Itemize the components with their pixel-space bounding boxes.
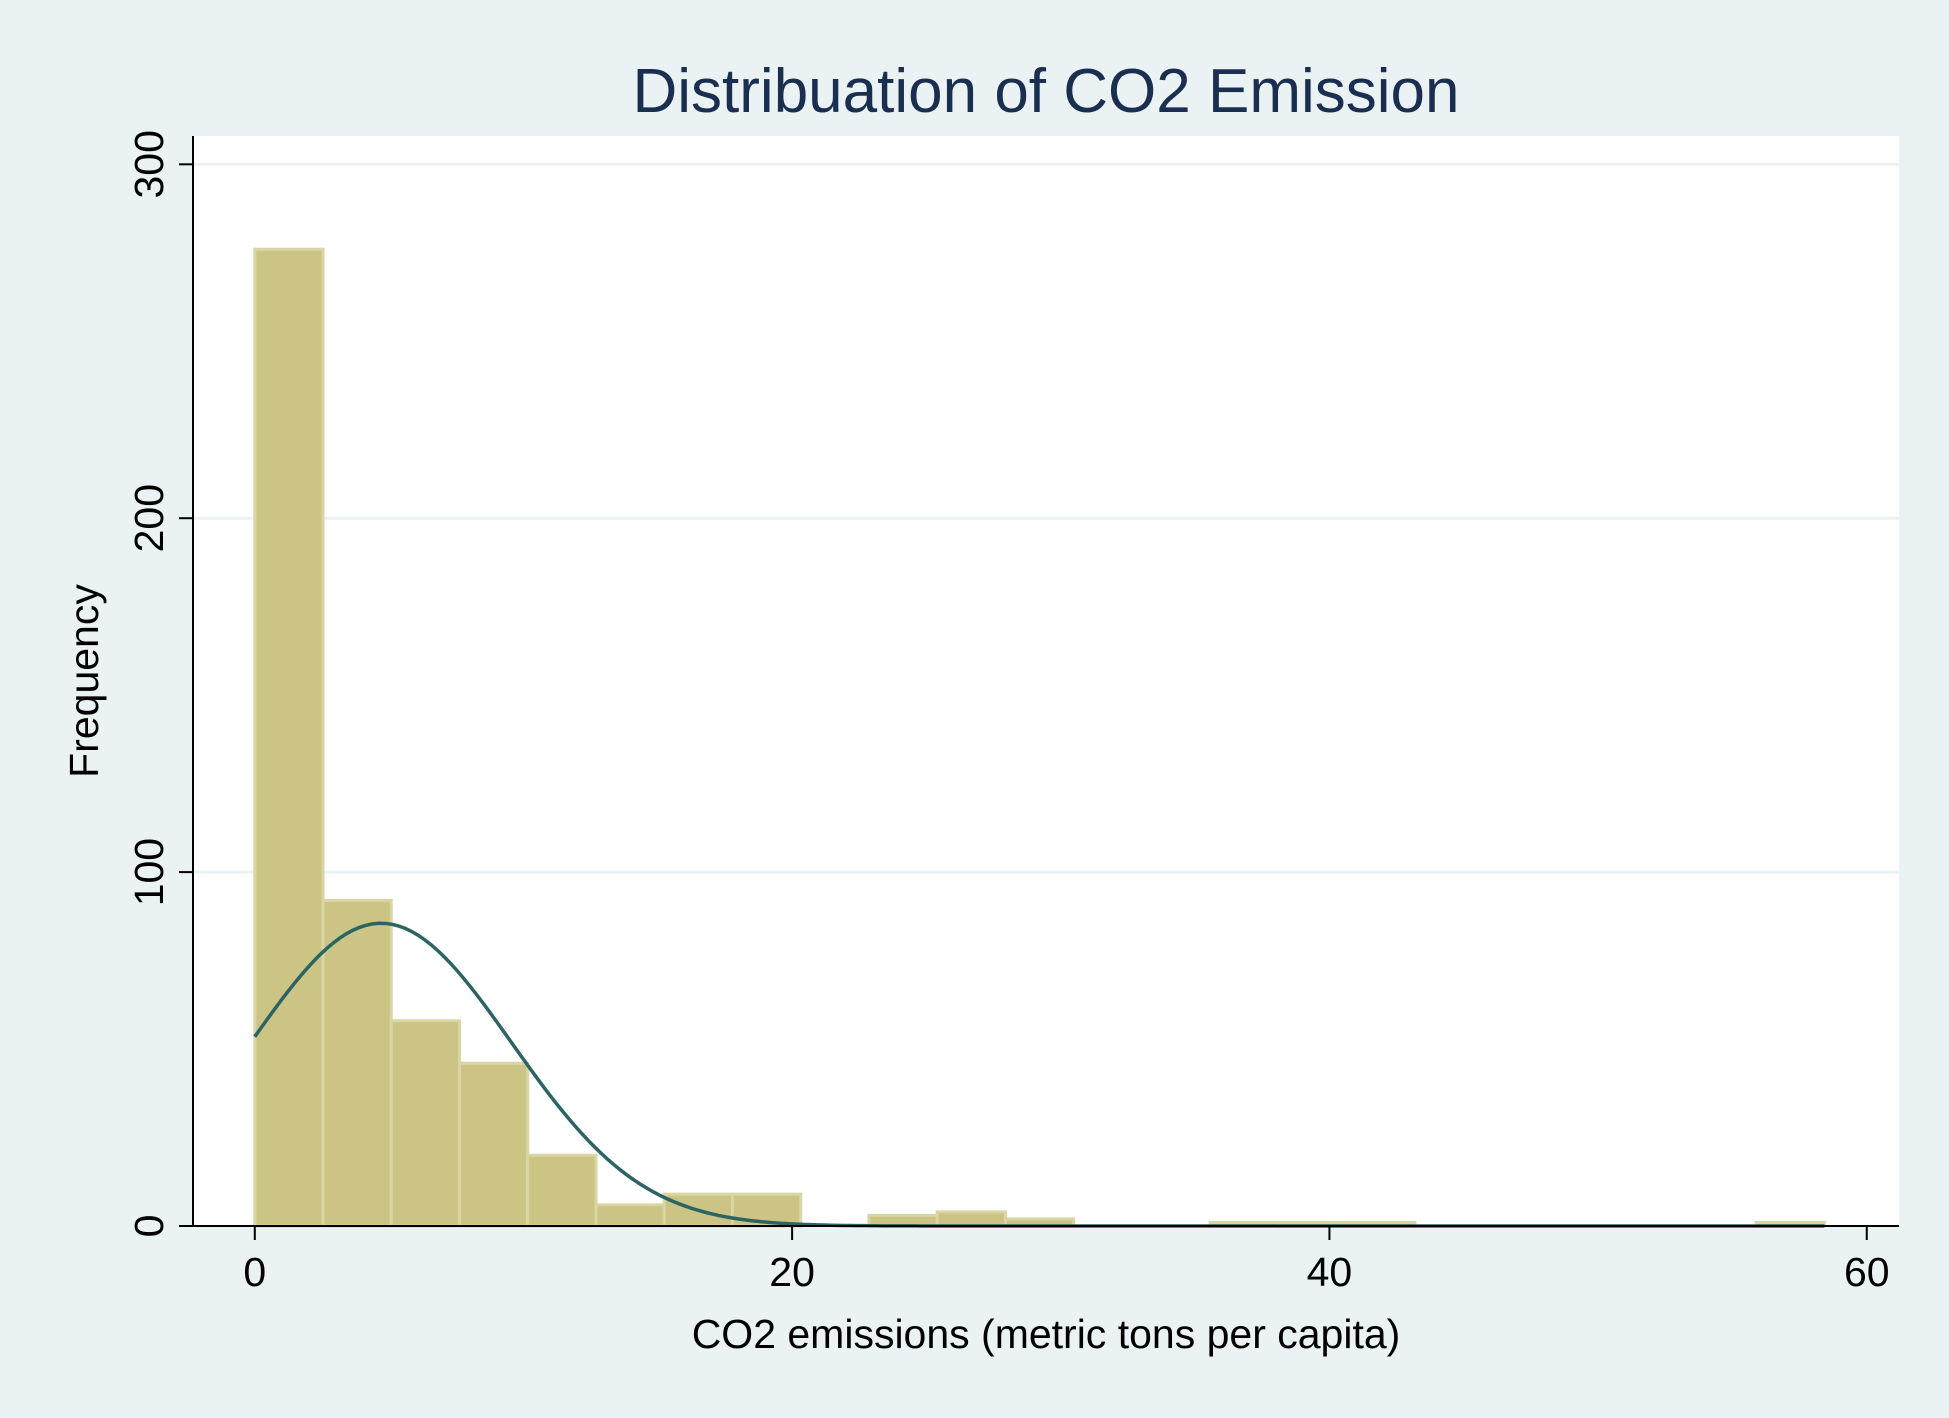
histogram-bar (321, 898, 393, 1228)
grid-lines (193, 162, 1899, 874)
y-axis-label: Frequency (61, 584, 107, 778)
y-tick-label: 100 (126, 838, 172, 906)
histogram-bar (935, 1210, 1007, 1228)
histogram-bar (389, 1019, 462, 1228)
x-tick-label: 40 (1307, 1249, 1353, 1295)
y-tick-label: 300 (126, 130, 172, 198)
histogram-bar (253, 247, 325, 1228)
x-tick-label: 20 (769, 1249, 815, 1295)
plot-area (193, 136, 1899, 1226)
x-tick-label: 0 (243, 1249, 266, 1295)
x-axis-label: CO2 emissions (metric tons per capita) (692, 1311, 1401, 1357)
y-tick-label: 0 (126, 1215, 172, 1238)
chart-title: Distribuation of CO2 Emission (633, 57, 1460, 126)
histogram-bar (458, 1061, 530, 1228)
histogram-bar (594, 1203, 666, 1228)
axis-ticks: 0 100 200 300 0 20 40 60 (126, 130, 1890, 1295)
y-tick-label: 200 (126, 484, 172, 552)
histogram-bar (526, 1153, 598, 1228)
x-tick-label: 60 (1844, 1249, 1890, 1295)
